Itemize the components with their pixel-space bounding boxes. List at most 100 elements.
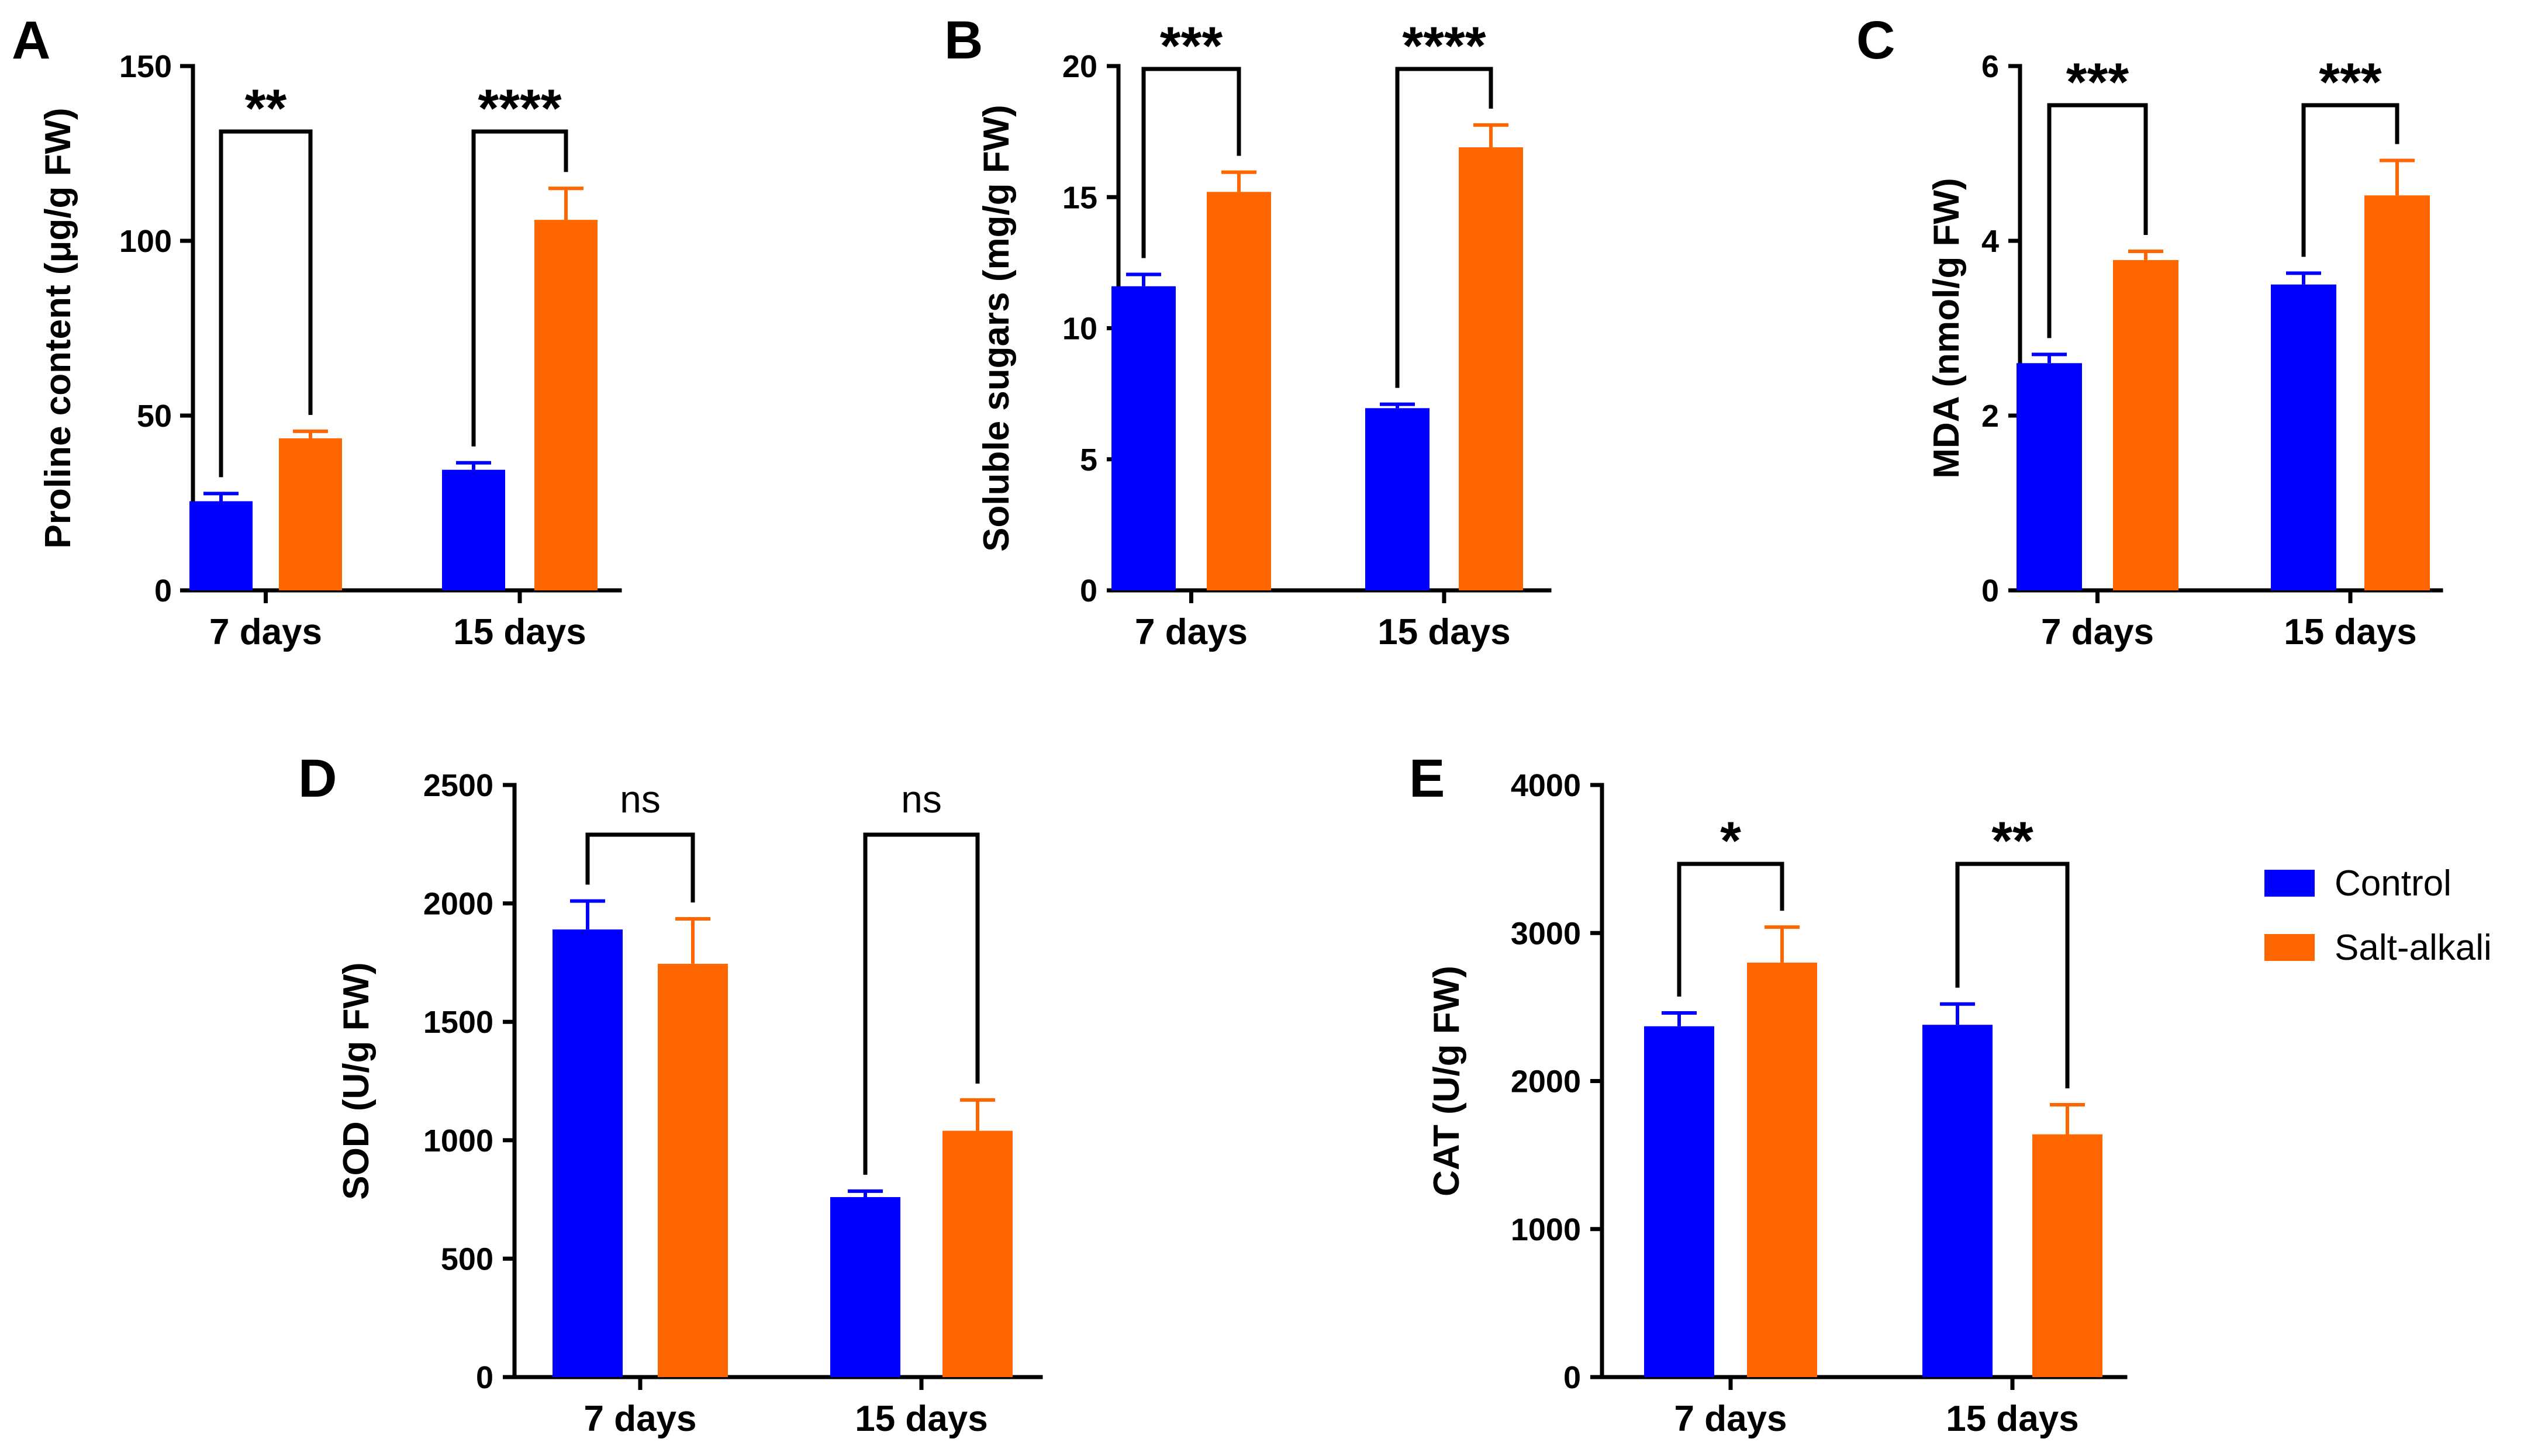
bar-salt-alkali — [2032, 1134, 2102, 1377]
y-tick-label: 4000 — [1511, 768, 1581, 803]
error-bar — [848, 1189, 883, 1198]
y-tick-label: 1000 — [1511, 1212, 1581, 1247]
error-bar — [570, 899, 605, 930]
x-category-label: 7 days — [2041, 612, 2154, 652]
significance-bracket — [2301, 103, 2399, 257]
error-bar — [960, 1098, 995, 1131]
bar-salt-alkali — [1459, 147, 1523, 590]
y-tick-label: 50 — [137, 399, 172, 434]
x-category-label: 15 days — [453, 612, 586, 652]
bar-salt-alkali — [2113, 260, 2178, 590]
panel-c: C 0 2 4 6 MDA (nmol/g FW) 7 days *** 15 days *** — [1856, 11, 2443, 652]
y-axis-title: MDA (nmol/g FW) — [1926, 178, 1967, 478]
y-tick-label: 0 — [1981, 573, 1999, 608]
legend-label-control: Control — [2335, 863, 2452, 904]
error-bar — [2128, 249, 2163, 260]
bar-control — [1644, 1026, 1714, 1377]
significance-bracket — [1955, 862, 2070, 1089]
significance-label: ns — [901, 777, 942, 821]
significance-label: ns — [620, 777, 661, 821]
x-category-label: 15 days — [1946, 1399, 2079, 1439]
error-bar — [2032, 352, 2067, 364]
y-axis-title: Soluble sugars (mg/g FW) — [976, 105, 1017, 552]
y-tick-label: 20 — [1062, 49, 1097, 84]
significance-label: ** — [245, 79, 287, 139]
significance-label: **** — [478, 79, 561, 139]
y-tick-label: 10 — [1062, 312, 1097, 347]
y-tick-label: 0 — [154, 573, 172, 608]
error-bar — [2286, 271, 2321, 285]
error-bar — [1380, 402, 1415, 409]
x-category-label: 7 days — [583, 1399, 696, 1439]
significance-bracket — [1677, 862, 1784, 997]
y-tick-label: 1500 — [423, 1005, 493, 1040]
significance-label: *** — [2066, 53, 2129, 112]
panel-letter: C — [1856, 11, 1895, 70]
y-tick-label: 2000 — [1511, 1064, 1581, 1099]
significance-bracket — [585, 832, 695, 902]
bar-control — [442, 469, 505, 590]
bar-salt-alkali — [1747, 962, 1817, 1377]
x-category-label: 7 days — [209, 612, 322, 652]
bar-control — [1922, 1025, 1993, 1377]
panel-letter: E — [1409, 749, 1445, 808]
y-tick-label: 3000 — [1511, 916, 1581, 951]
error-bar — [2050, 1103, 2085, 1135]
significance-bracket — [219, 129, 313, 478]
y-tick-label: 4 — [1981, 224, 1999, 259]
y-tick-label: 6 — [1981, 49, 1999, 84]
x-category-label: 15 days — [1377, 612, 1511, 652]
y-tick-label: 100 — [119, 224, 172, 259]
significance-label: *** — [1160, 16, 1223, 76]
legend-swatch-salt-alkali — [2264, 934, 2315, 961]
y-tick-label: 2500 — [423, 768, 493, 803]
x-category-label: 15 days — [2284, 612, 2417, 652]
bar-control — [2271, 284, 2336, 590]
significance-label: *** — [2319, 53, 2382, 112]
y-tick-label: 0 — [476, 1360, 493, 1395]
y-tick-label: 1000 — [423, 1123, 493, 1158]
bar-control — [2017, 363, 2082, 590]
significance-label: **** — [1402, 16, 1486, 76]
panel-letter: A — [12, 11, 50, 70]
error-bar — [203, 492, 239, 502]
error-bar — [1662, 1011, 1697, 1026]
significance-bracket — [863, 832, 980, 1175]
panel-letter: D — [298, 749, 337, 808]
y-tick-label: 2 — [1981, 399, 1999, 434]
bar-salt-alkali — [658, 963, 728, 1377]
y-tick-label: 5 — [1080, 442, 1097, 478]
significance-bracket — [1395, 67, 1493, 388]
legend-swatch-control — [2264, 870, 2315, 897]
significance-label: ** — [1991, 811, 2033, 871]
error-bar — [1221, 170, 1256, 192]
bar-control — [1365, 408, 1430, 590]
error-bar — [1473, 123, 1508, 148]
x-category-label: 15 days — [855, 1399, 988, 1439]
panel-e: E 0 1000 2000 3000 4000 CAT (U/g FW) 7 days * 15 … — [1409, 749, 2128, 1439]
error-bar — [293, 429, 328, 438]
significance-label: * — [1720, 811, 1741, 871]
error-bar — [1940, 1002, 1975, 1025]
panel-letter: B — [944, 11, 983, 70]
panel-b: B 0 5 10 15 20 Soluble sugars (mg/g FW) 7 days *… — [944, 11, 1552, 652]
y-axis-title: CAT (U/g FW) — [1427, 966, 1467, 1196]
y-axis-title: SOD (U/g FW) — [336, 962, 377, 1199]
error-bar — [2380, 158, 2415, 196]
y-tick-label: 0 — [1080, 573, 1097, 608]
panel-a: A 0 50 100 150 Proline content (μg/g FW) 7 day… — [12, 11, 622, 652]
bar-control — [189, 501, 253, 590]
bar-salt-alkali — [1207, 192, 1271, 590]
x-category-label: 7 days — [1135, 612, 1248, 652]
y-tick-label: 0 — [1563, 1360, 1581, 1395]
bar-control — [830, 1197, 900, 1377]
error-bar — [548, 186, 583, 220]
y-tick-label: 500 — [441, 1241, 493, 1277]
bar-salt-alkali — [534, 220, 598, 590]
significance-bracket — [2047, 103, 2148, 338]
error-bar — [1126, 272, 1161, 286]
legend-label-salt-alkali: Salt-alkali — [2335, 928, 2492, 968]
error-bar — [1765, 925, 1800, 963]
bar-salt-alkali — [279, 438, 342, 590]
